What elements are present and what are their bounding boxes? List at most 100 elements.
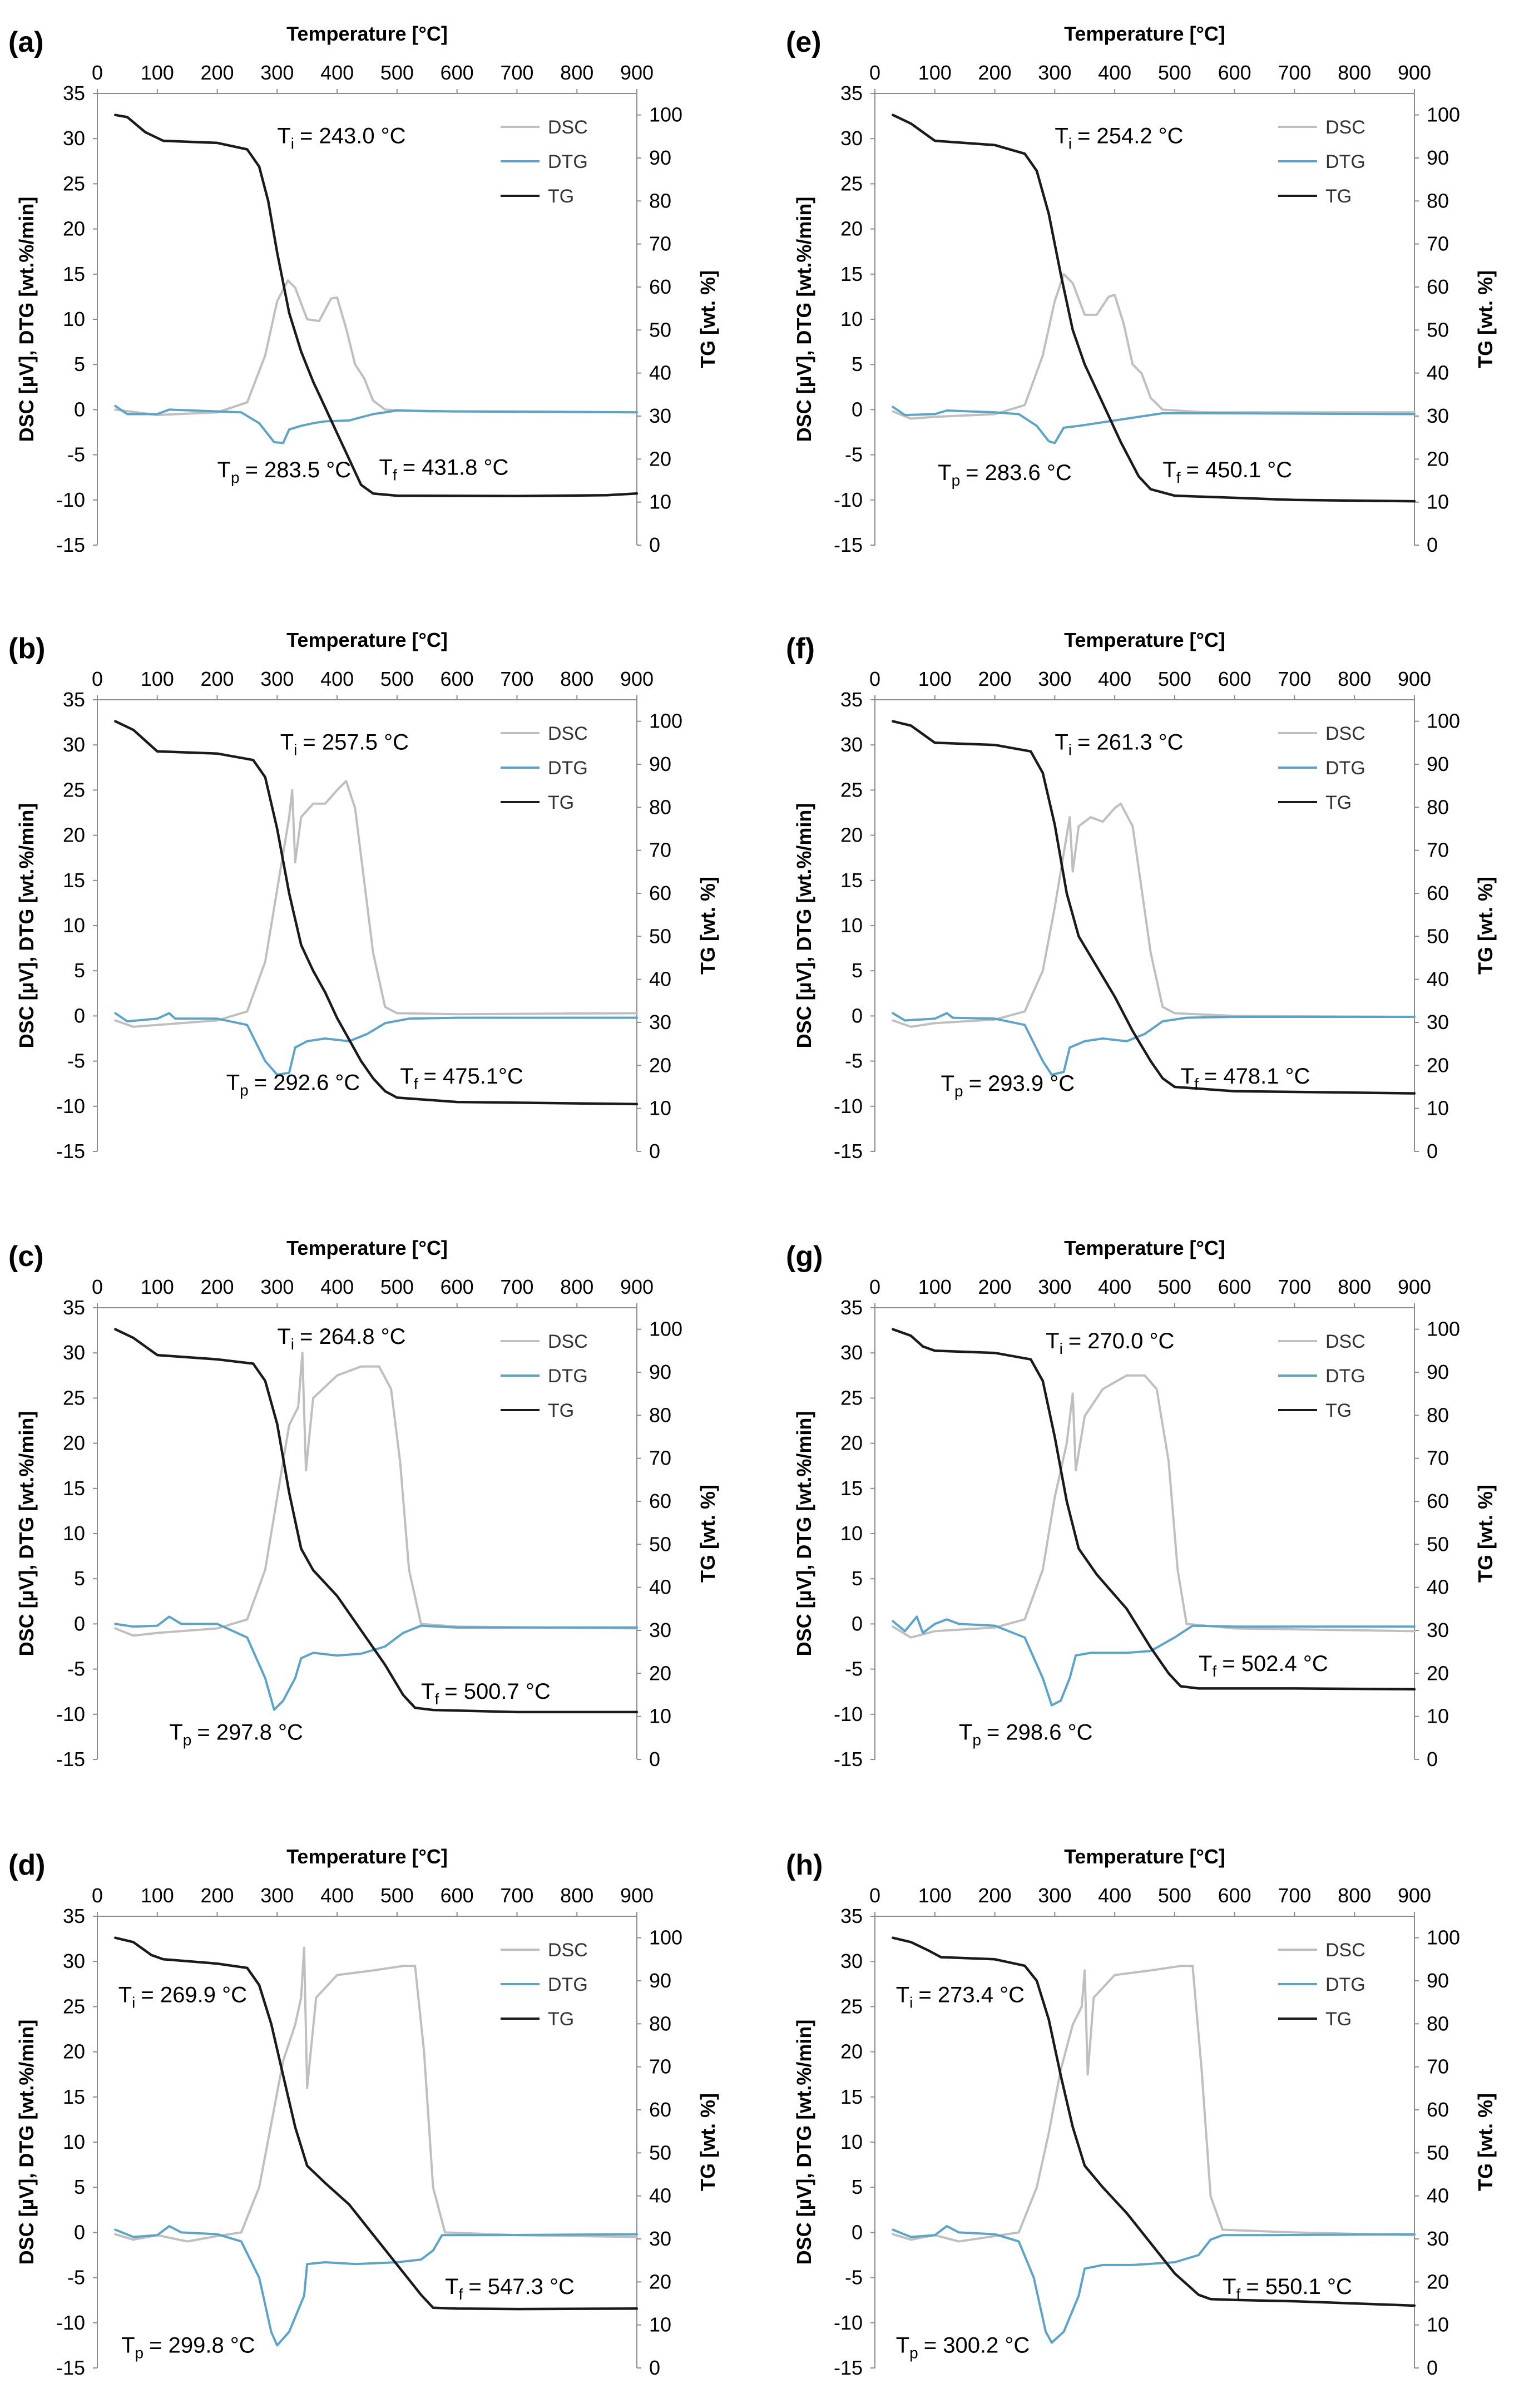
- annotation-subscript: p: [972, 1731, 981, 1748]
- y-tick-label: 0: [74, 1612, 85, 1635]
- y-tick-label: 15: [63, 1477, 85, 1500]
- y2-tick-label: 50: [1427, 318, 1449, 341]
- y-tick-label: 5: [74, 959, 85, 982]
- series-line-dtg: [892, 1012, 1416, 1076]
- annotation-tf: Tf = 500.7 °C: [421, 1679, 551, 1708]
- x-tick-label: 200: [201, 667, 234, 690]
- annotation-value: = 550.1 °C: [1246, 2275, 1352, 2299]
- chart-panel: (b) Temperature [°C]0 100 200 300 400 500 600 70…: [8, 629, 719, 1163]
- x-tick-label: 700: [1278, 1275, 1311, 1298]
- y-axis-title: DSC [µV], DTG [wt.%/min]: [15, 1411, 38, 1657]
- panel-label: (f): [786, 632, 815, 665]
- x-axis-title: Temperature [°C]: [1064, 629, 1225, 651]
- series-line-dtg: [114, 404, 638, 444]
- chart-panel: (e) Temperature [°C]0 100 200 300 400 500 600 70…: [786, 22, 1497, 556]
- y-tick-label: 0: [74, 2221, 85, 2243]
- y-tick-label: 20: [840, 2040, 863, 2063]
- annotation-subscript: f: [459, 2286, 463, 2303]
- y2-tick-label: 10: [1427, 2313, 1449, 2336]
- annotation-symbol: T: [1199, 1652, 1212, 1676]
- legend-label: DSC: [1325, 1940, 1365, 1961]
- legend-label: DSC: [548, 1331, 588, 1352]
- y-tick-label: -15: [834, 2356, 863, 2379]
- x-tick-label: 0: [92, 61, 103, 84]
- y-tick-label: 5: [74, 2175, 85, 2198]
- y2-tick-label: 80: [649, 1403, 671, 1426]
- y2-tick-label: 50: [1427, 924, 1449, 947]
- x-tick-label: 400: [1098, 61, 1131, 84]
- x-tick-label: 600: [441, 667, 474, 690]
- annotation-ti: Ti = 243.0 °C: [277, 123, 405, 152]
- x-tick-label: 200: [978, 1884, 1012, 1907]
- y-tick-label: -10: [56, 1095, 85, 1118]
- legend-label: TG: [548, 186, 574, 207]
- y-tick-label: 30: [840, 733, 863, 756]
- y-tick-label: 35: [840, 1905, 863, 1927]
- y-tick-label: 10: [840, 1522, 863, 1545]
- annotation-symbol: T: [941, 1071, 954, 1096]
- y2-tick-label: 100: [1427, 1318, 1460, 1341]
- y2-tick-label: 20: [1427, 1662, 1449, 1684]
- x-tick-label: 100: [141, 61, 174, 84]
- annotation-subscript: f: [414, 1075, 418, 1092]
- y-tick-label: 10: [840, 308, 863, 330]
- annotation-symbol: T: [217, 458, 231, 482]
- x-tick-label: 300: [1038, 61, 1071, 84]
- panel-label: (c): [8, 1240, 44, 1273]
- annotation-ti: Ti = 257.5 °C: [280, 730, 409, 758]
- y-tick-label: 30: [840, 1950, 863, 1972]
- y2-tick-label: 80: [649, 189, 671, 212]
- y2-tick-label: 40: [649, 362, 671, 384]
- annotation-symbol: T: [280, 730, 294, 754]
- y2-tick-label: 30: [649, 1011, 671, 1034]
- panel-label: (d): [8, 1849, 45, 1881]
- series-line-dtg: [892, 406, 1416, 444]
- annotation-tf: Tf = 550.1 °C: [1223, 2275, 1352, 2303]
- annotation-symbol: T: [1055, 123, 1068, 148]
- y-tick-label: 0: [74, 398, 85, 421]
- y-tick-label: -10: [834, 1095, 863, 1118]
- y2-tick-label: 40: [1427, 362, 1449, 384]
- y-tick-label: 25: [63, 172, 85, 195]
- y2-tick-label: 100: [1427, 103, 1460, 126]
- x-tick-label: 500: [380, 667, 414, 690]
- panel-label: (b): [8, 632, 45, 665]
- series-line-tg: [892, 113, 1416, 503]
- x-tick-label: 0: [869, 1884, 880, 1907]
- x-tick-label: 400: [320, 667, 354, 690]
- chart-panel: (h) Temperature [°C]0 100 200 300 400 500 600 70…: [786, 1845, 1497, 2379]
- y-tick-label: 0: [852, 398, 863, 421]
- y-tick-label: -10: [834, 1703, 863, 1725]
- x-tick-label: 900: [620, 61, 654, 84]
- x-tick-label: 100: [918, 1275, 952, 1298]
- chart-panel: (g) Temperature [°C]0 100 200 300 400 500 600 70…: [786, 1237, 1497, 1771]
- x-tick-label: 800: [1338, 667, 1371, 690]
- y-tick-label: 35: [63, 82, 85, 105]
- x-axis-title: Temperature [°C]: [286, 629, 448, 651]
- x-tick-label: 400: [1098, 1884, 1131, 1907]
- annotation-value: = 270.0 °C: [1068, 1329, 1175, 1353]
- y2-tick-label: 100: [649, 710, 682, 733]
- annotation-value: = 243.0 °C: [300, 123, 406, 148]
- x-tick-label: 100: [918, 61, 952, 84]
- y2-tick-label: 10: [649, 2313, 671, 2336]
- annotation-value: = 293.9 °C: [969, 1071, 1075, 1096]
- x-tick-label: 400: [320, 61, 354, 84]
- y2-tick-label: 0: [1427, 533, 1438, 556]
- x-tick-label: 500: [1158, 1275, 1191, 1298]
- y2-tick-label: 0: [649, 1748, 660, 1771]
- y-axis-title: DSC [µV], DTG [wt.%/min]: [793, 803, 815, 1049]
- legend-label: DTG: [1325, 758, 1365, 779]
- y-tick-label: -10: [56, 488, 85, 511]
- x-axis-title: Temperature [°C]: [1064, 1845, 1225, 1868]
- y2-tick-label: 20: [649, 447, 671, 470]
- annotation-tp: Tp = 300.2 °C: [896, 2333, 1030, 2361]
- y-tick-label: -5: [67, 443, 85, 466]
- y-tick-label: 35: [63, 1905, 85, 1927]
- y2-tick-label: 0: [649, 1140, 660, 1163]
- x-tick-label: 400: [320, 1275, 354, 1298]
- series-line-dtg: [892, 1615, 1416, 1707]
- x-tick-label: 800: [1338, 1884, 1371, 1907]
- y-tick-label: 25: [840, 778, 863, 801]
- y2-axis-title: TG [wt. %]: [696, 270, 719, 368]
